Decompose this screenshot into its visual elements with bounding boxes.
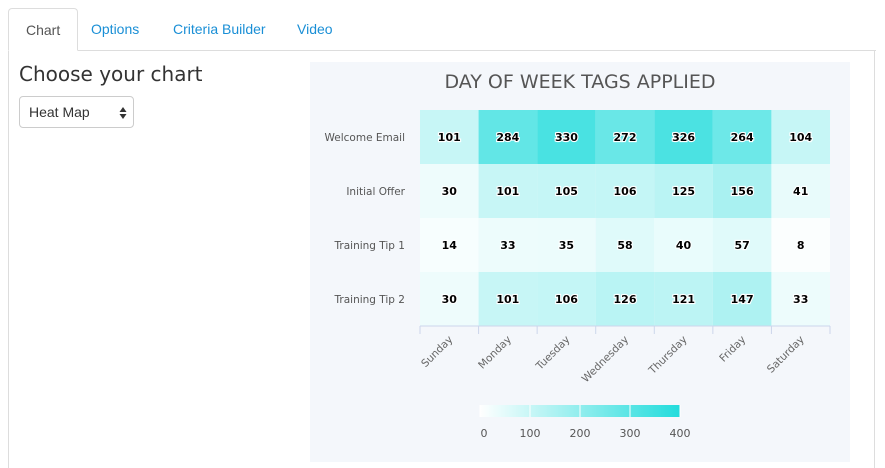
cell-value-label: 101 [438,131,461,144]
cell-value-label: 101 [496,293,519,306]
cell-value-label: 106 [614,185,637,198]
x-axis-label: Friday [717,334,748,365]
chart-type-selected-value: Heat Map [29,104,90,120]
heatmap-cell [478,218,538,272]
tab-criteria-builder[interactable]: Criteria Builder [173,21,266,37]
heatmap-cell [712,272,772,326]
x-axis-label: Thursday [646,334,690,378]
heatmap-cell [595,164,655,218]
x-axis-label: Monday [476,334,514,372]
cell-value-label: 264 [731,131,754,144]
y-axis-label: Welcome Email [325,132,406,144]
tab-content-panel [8,50,875,468]
color-legend-label: 400 [670,427,691,440]
color-legend-label: 300 [620,427,641,440]
heatmap-cell [595,272,655,326]
heatmap-cell [537,164,596,218]
cell-value-label: 30 [442,293,458,306]
cell-value-label: 41 [793,185,808,198]
cell-value-label: 30 [442,185,458,198]
cell-value-label: 330 [555,131,578,144]
tab-chart[interactable]: Chart [8,8,79,51]
heatmap-cell [771,164,830,218]
y-axis-label: Training Tip 1 [334,240,405,252]
heatmap-cell [420,110,479,164]
heatmap-cell [712,164,772,218]
x-axis-label: Sunday [419,334,455,370]
cell-value-label: 8 [797,239,805,252]
cell-value-label: 106 [555,293,578,306]
cell-value-label: 147 [731,293,754,306]
chart-type-select[interactable]: Heat Map [19,96,134,128]
heatmap-cell [654,218,713,272]
heatmap-cell [771,110,830,164]
tab-bar-divider [8,50,876,51]
cell-value-label: 35 [559,239,574,252]
cell-value-label: 284 [496,131,519,144]
heatmap-cell [478,164,538,218]
chart-title: DAY OF WEEK TAGS APPLIED [444,71,715,93]
cell-value-label: 104 [789,131,812,144]
cell-value-label: 33 [500,239,515,252]
heatmap-cell [537,272,596,326]
cell-value-label: 58 [617,239,632,252]
cell-value-label: 272 [614,131,637,144]
heatmap-cell [771,272,830,326]
cell-value-label: 57 [734,239,749,252]
heatmap-cell [595,110,655,164]
color-legend-label: 0 [481,427,488,440]
heatmap-cell [712,110,772,164]
heatmap-cell [420,272,479,326]
y-axis-label: Initial Offer [346,186,405,198]
y-axis-label: Training Tip 2 [334,294,405,306]
heatmap-cell [771,218,830,272]
tab-bar: Chart Options Criteria Builder Video [8,8,885,51]
cell-value-label: 40 [676,239,692,252]
heatmap-cell [537,218,596,272]
heatmap-cell [478,272,538,326]
heatmap-cell [712,218,772,272]
tab-video[interactable]: Video [297,21,333,37]
heatmap-cell [595,218,655,272]
tab-options[interactable]: Options [91,21,140,37]
heatmap-cell [654,272,713,326]
heatmap-cell [478,110,538,164]
color-legend-label: 200 [570,427,591,440]
x-axis-label: Saturday [765,334,807,376]
color-legend-label: 100 [520,427,541,440]
cell-value-label: 125 [672,185,695,198]
heatmap-cell [420,164,479,218]
choose-chart-heading: Choose your chart [19,62,203,86]
x-axis-label: Wednesday [580,334,631,385]
cell-value-label: 101 [496,185,519,198]
heatmap-cell [654,110,713,164]
heatmap-cell [420,218,479,272]
heatmap-chart: DAY OF WEEK TAGS APPLIED 101 284 330 272 326 2… [310,62,850,462]
cell-value-label: 126 [614,293,637,306]
cell-value-label: 33 [793,293,808,306]
heatmap-cell [654,164,713,218]
cell-value-label: 121 [672,293,695,306]
x-axis-label: Tuesday [533,334,572,373]
heatmap-cell [537,110,596,164]
cell-value-label: 156 [731,185,754,198]
select-arrows-icon [119,107,127,119]
cell-value-label: 105 [555,185,578,198]
cell-value-label: 326 [672,131,695,144]
cell-value-label: 14 [442,239,458,252]
